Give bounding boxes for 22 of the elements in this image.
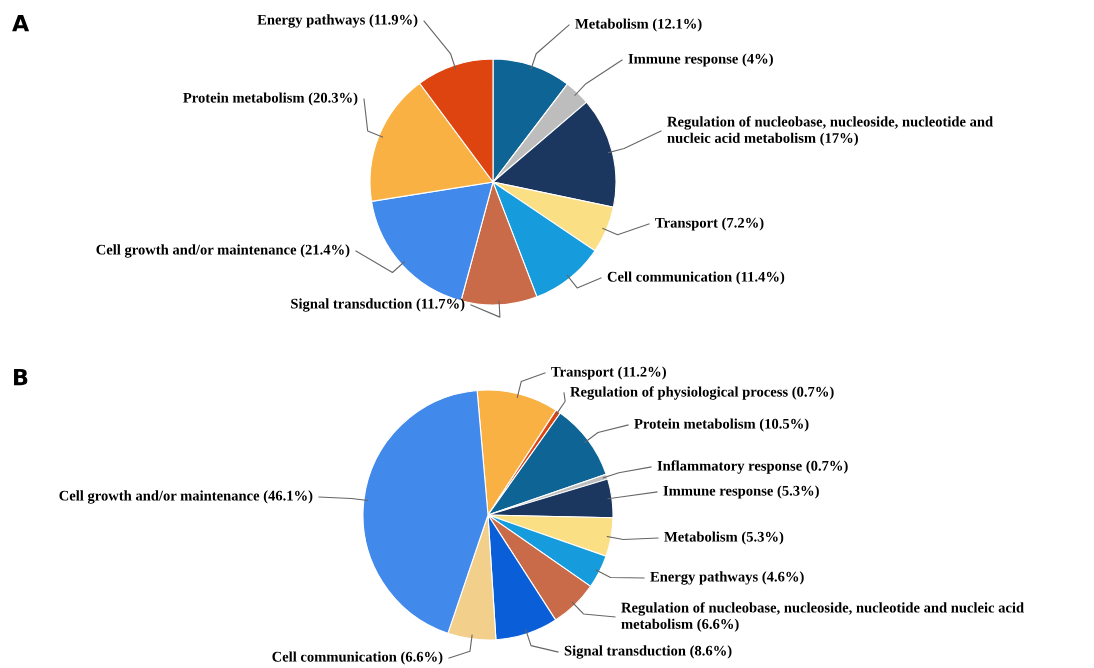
slice-label: Metabolism (5.3%) (664, 531, 784, 545)
slice-label: Immune response (5.3%) (663, 485, 819, 499)
slice-label: Signal transduction (11.7%) (291, 298, 465, 312)
slice-label: Cell communication (11.4%) (607, 271, 785, 285)
slice-label: Regulation of nucleobase, nucleoside, nucleotide and nucleic acid metabolism (6.6%) (621, 602, 1024, 632)
slice-label: Protein metabolism (20.3%) (183, 92, 358, 106)
slice-label: Metabolism (12.1%) (575, 18, 702, 32)
chart-title: A (12, 14, 30, 32)
slice-label: Protein metabolism (10.5%) (634, 418, 809, 432)
slice-label: Cell communication (6.6%) (272, 651, 443, 665)
slice-label: Transport (7.2%) (655, 217, 764, 231)
slice-label: Energy pathways (4.6%) (650, 571, 804, 585)
slice-label: Inflammatory response (0.7%) (657, 460, 848, 474)
slice-label: Transport (11.2%) (551, 366, 666, 380)
slice-label: Cell growth and/or maintenance (21.4%) (96, 244, 350, 258)
slice-label: Immune response (4%) (628, 53, 773, 67)
slice-label: Regulation of physiological process (0.7%) (570, 386, 834, 400)
chart-title: B (14, 368, 28, 386)
slice-label: Regulation of nucleobase, nucleoside, nucleotide and nucleic acid metabolism (17%) (667, 116, 993, 146)
slice-label: Signal transduction (8.6%) (564, 645, 732, 659)
slice-label: Cell growth and/or maintenance (46.1%) (59, 490, 313, 504)
slice-label: Energy pathways (11.9%) (257, 14, 418, 28)
